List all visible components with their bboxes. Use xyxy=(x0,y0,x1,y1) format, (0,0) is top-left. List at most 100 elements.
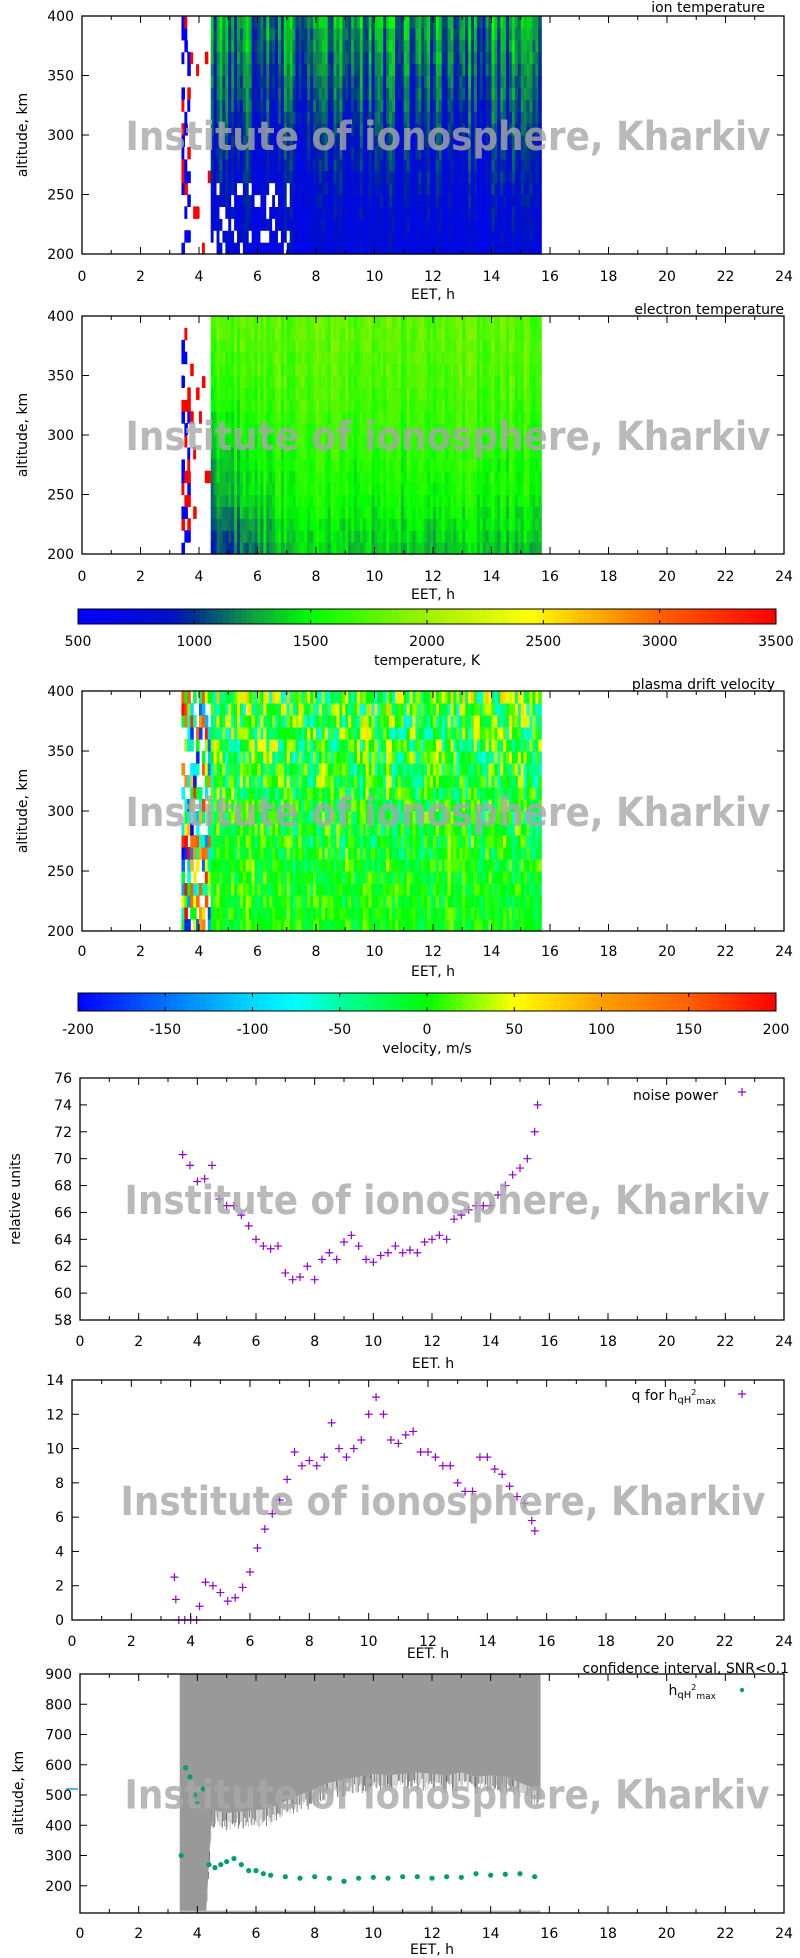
heatmap-cell xyxy=(392,99,396,112)
heatmap-cell xyxy=(412,218,417,231)
heatmap-cell xyxy=(494,135,498,148)
heatmap-cell xyxy=(242,458,247,472)
heatmap-cell xyxy=(333,387,338,400)
heatmap-cell xyxy=(222,218,226,231)
heatmap-cell xyxy=(333,170,338,184)
heatmap-cell xyxy=(348,230,352,243)
heatmap-cell xyxy=(310,158,314,172)
heatmap-cell xyxy=(231,518,235,531)
heatmap-cell xyxy=(304,99,308,112)
heatmap-cell xyxy=(272,411,276,424)
heatmap-cell xyxy=(465,27,469,41)
heatmap-cell xyxy=(330,387,335,400)
heatmap-cell xyxy=(289,399,294,412)
heatmap-cell xyxy=(351,99,355,112)
heatmap-cell xyxy=(316,111,320,124)
heatmap-cell xyxy=(242,351,247,365)
heatmap-cell xyxy=(511,135,516,148)
heatmap-cell xyxy=(321,327,326,341)
heatmap-cell xyxy=(313,123,317,136)
heatmap-cell xyxy=(359,146,364,160)
heatmap-cell xyxy=(310,99,314,112)
heatmap-cell xyxy=(283,135,288,148)
heatmap-cell xyxy=(292,51,297,65)
heatmap-cell xyxy=(424,182,428,196)
heatmap-cell xyxy=(318,182,323,196)
heatmap-cell xyxy=(181,39,185,53)
heatmap-cell xyxy=(342,530,346,543)
heatmap-cell xyxy=(228,182,232,196)
heatmap-cell xyxy=(260,327,264,341)
heatmap-cell xyxy=(316,99,320,112)
heatmap-cell xyxy=(228,518,232,531)
heatmap-cell xyxy=(181,182,185,196)
heatmap-cell xyxy=(377,16,381,29)
heatmap-cell xyxy=(298,518,302,531)
heatmap-cell xyxy=(479,194,484,207)
heatmap-cell xyxy=(310,530,314,543)
heatmap-cell xyxy=(210,158,215,172)
heatmap-cell xyxy=(237,506,241,519)
heatmap-cell xyxy=(365,518,370,531)
heatmap-cell xyxy=(245,423,250,436)
heatmap-cell xyxy=(374,39,379,53)
heatmap-cell xyxy=(383,170,387,184)
heatmap-cell xyxy=(283,87,288,100)
heatmap-cell xyxy=(500,218,504,231)
heatmap-cell xyxy=(248,542,253,555)
heatmap-cell xyxy=(286,446,291,460)
heatmap-cell xyxy=(286,375,291,388)
heatmap-cell xyxy=(269,123,273,136)
heatmap-cell xyxy=(406,75,411,88)
heatmap-cell xyxy=(184,387,188,400)
heatmap-cell xyxy=(242,146,247,160)
heatmap-cell xyxy=(251,123,256,136)
heatmap-cell xyxy=(321,411,326,424)
heatmap-cell xyxy=(277,518,282,531)
heatmap-cell xyxy=(529,206,534,219)
heatmap-cell xyxy=(280,39,285,53)
colorbar-segment xyxy=(450,609,457,624)
heatmap-cell xyxy=(394,351,399,365)
heatmap-cell xyxy=(427,51,431,65)
heatmap-cell xyxy=(187,158,191,172)
heatmap-cell xyxy=(441,27,446,41)
heatmap-cell xyxy=(491,123,496,136)
heatmap-cell xyxy=(181,99,185,112)
heatmap-cell xyxy=(251,27,256,41)
heatmap-cell xyxy=(272,482,276,496)
heatmap-cell xyxy=(365,111,370,124)
heatmap-cell xyxy=(365,75,370,88)
heatmap-cell xyxy=(318,363,323,377)
heatmap-cell xyxy=(374,446,379,460)
heatmap-cell xyxy=(242,375,247,388)
heatmap-cell xyxy=(465,230,469,243)
heatmap-cell xyxy=(333,482,338,496)
heatmap-cell xyxy=(532,16,536,29)
heatmap-cell xyxy=(239,135,244,148)
heatmap-cell xyxy=(269,458,273,472)
heatmap-cell xyxy=(207,470,212,484)
heatmap-cell xyxy=(257,387,262,400)
heatmap-cell xyxy=(196,494,200,507)
heatmap-cell xyxy=(435,158,440,172)
heatmap-cell xyxy=(523,194,528,207)
heatmap-cell xyxy=(433,99,437,112)
heatmap-cell xyxy=(292,542,297,555)
heatmap-cell xyxy=(503,182,507,196)
heatmap-cell xyxy=(509,146,513,160)
heatmap-cell xyxy=(447,230,452,243)
heatmap-cell xyxy=(380,218,384,231)
heatmap-cell xyxy=(310,470,314,484)
heatmap-cell xyxy=(298,99,302,112)
heatmap-cell xyxy=(310,63,314,77)
heatmap-cell xyxy=(327,194,332,207)
heatmap-cell xyxy=(184,158,188,172)
heatmap-cell xyxy=(225,327,229,341)
heatmap-cell xyxy=(254,327,259,341)
heatmap-cell xyxy=(277,218,282,231)
heatmap-cell xyxy=(204,470,209,484)
heatmap-cell xyxy=(234,316,238,329)
heatmap-cell xyxy=(351,542,355,555)
heatmap-cell xyxy=(485,146,490,160)
